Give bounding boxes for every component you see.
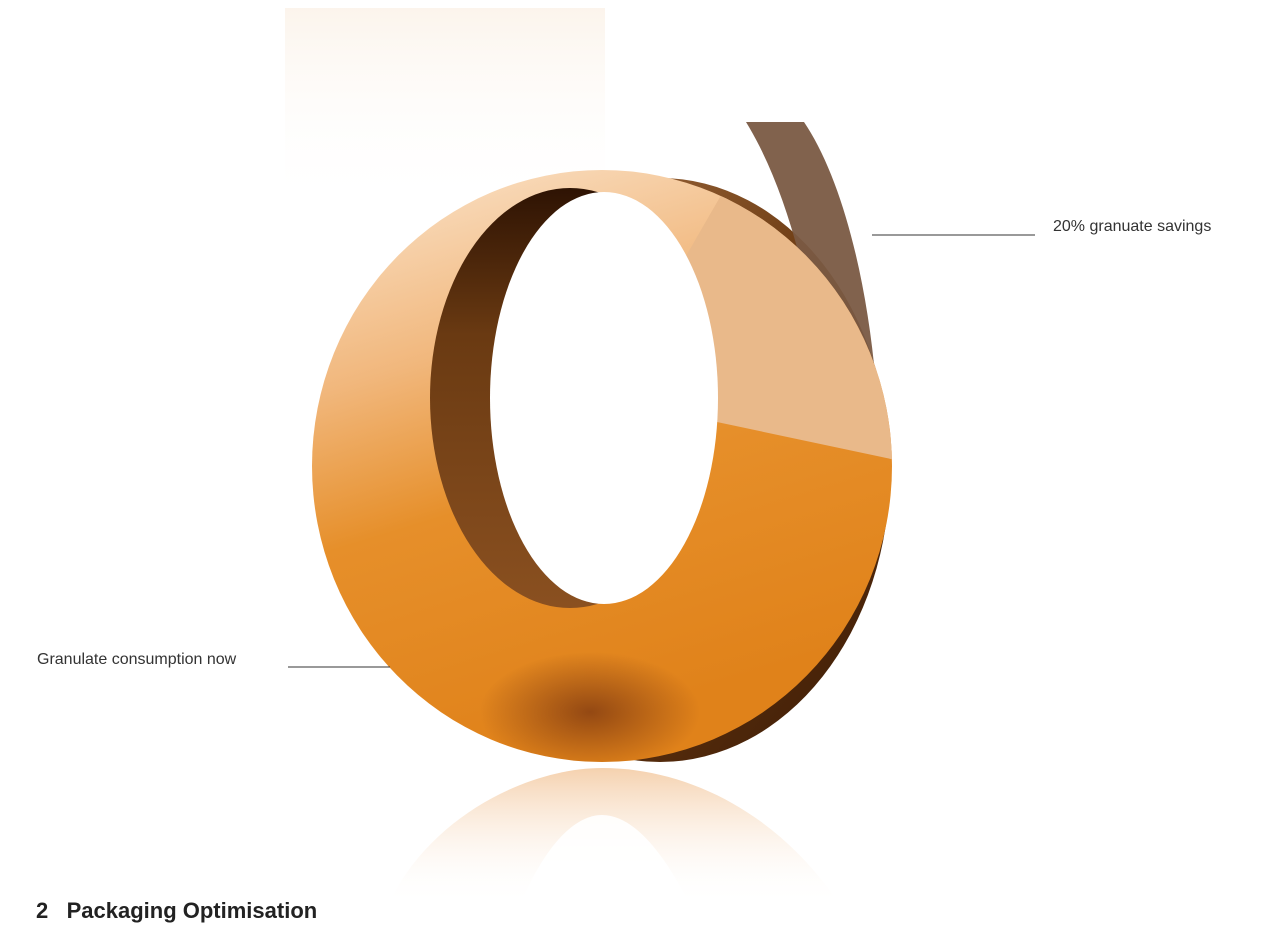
ring-reflection <box>388 768 840 905</box>
slice-savings <box>604 170 892 523</box>
label-consumption-now: Granulate consumption now <box>37 651 237 668</box>
bottom-shading <box>480 652 700 762</box>
donut-hole <box>430 188 718 608</box>
section-heading: 2 Packaging Optimisation <box>36 896 317 926</box>
section-title: Packaging Optimisation <box>66 898 318 923</box>
label-savings: 20% granuate savings <box>1053 218 1212 235</box>
section-number: 2 <box>36 898 49 923</box>
